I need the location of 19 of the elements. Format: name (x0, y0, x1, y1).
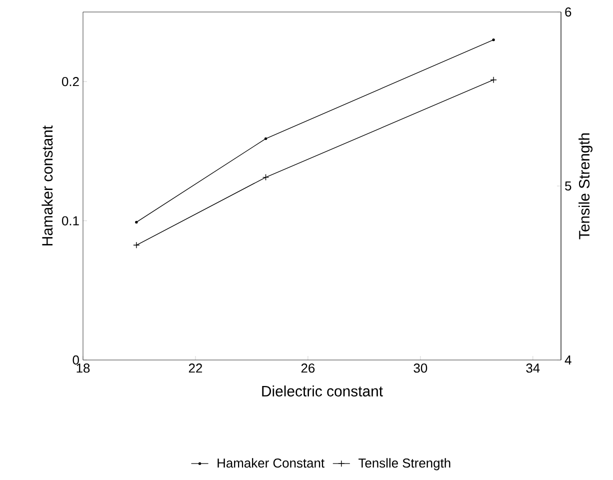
legend-label: Tenslle Strength (358, 458, 450, 470)
y-tick-label: 0 (72, 355, 79, 365)
y2-tick-label: 5 (565, 181, 572, 191)
x-tick-label: 30 (414, 364, 428, 373)
y-tick-label: 0.1 (62, 216, 79, 226)
y2-tick-label: 6 (565, 7, 572, 17)
point (133, 242, 140, 248)
x-tick-label: 34 (526, 364, 540, 373)
y2-axis-title: Tensile Strength (578, 133, 592, 240)
y-axis-title: Hamaker constant (42, 126, 53, 246)
y-tick-label: 0.2 (62, 77, 79, 86)
point (262, 174, 270, 181)
x-tick-label: 18 (76, 364, 90, 373)
x-axis-title: Dielectric constant (262, 386, 383, 396)
x-tick-label: 26 (301, 364, 315, 373)
point (490, 76, 497, 84)
x-tick-label: 22 (188, 364, 202, 373)
legend-label: Hamaker Constant (218, 458, 324, 468)
y2-tick-label: 4 (564, 356, 572, 364)
